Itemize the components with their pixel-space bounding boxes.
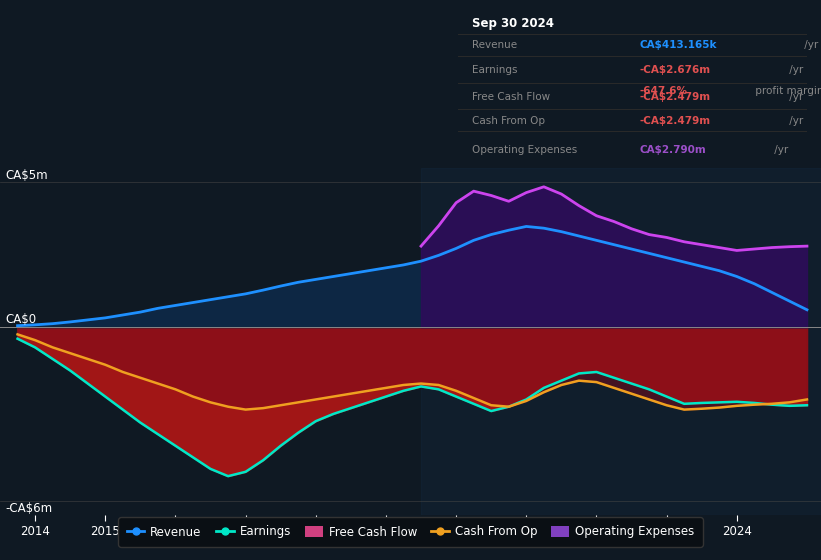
Text: -647.6%: -647.6% bbox=[640, 86, 687, 96]
Text: Earnings: Earnings bbox=[472, 66, 517, 75]
Text: Revenue: Revenue bbox=[472, 40, 517, 50]
Text: CA$5m: CA$5m bbox=[6, 170, 48, 183]
Text: profit margin: profit margin bbox=[752, 86, 821, 96]
Text: CA$0: CA$0 bbox=[6, 312, 37, 326]
Bar bbox=[421, 168, 821, 515]
Text: CA$2.790m: CA$2.790m bbox=[640, 145, 706, 155]
Text: -CA$2.479m: -CA$2.479m bbox=[640, 115, 711, 125]
Text: Sep 30 2024: Sep 30 2024 bbox=[472, 17, 554, 30]
Legend: Revenue, Earnings, Free Cash Flow, Cash From Op, Operating Expenses: Revenue, Earnings, Free Cash Flow, Cash … bbox=[118, 517, 703, 547]
Text: -CA$2.676m: -CA$2.676m bbox=[640, 66, 711, 75]
Text: CA$413.165k: CA$413.165k bbox=[640, 40, 717, 50]
Text: /yr: /yr bbox=[787, 92, 804, 101]
Text: /yr: /yr bbox=[787, 66, 804, 75]
Text: -CA$2.479m: -CA$2.479m bbox=[640, 92, 711, 101]
Text: Free Cash Flow: Free Cash Flow bbox=[472, 92, 550, 101]
Text: Cash From Op: Cash From Op bbox=[472, 115, 545, 125]
Text: -CA$6m: -CA$6m bbox=[6, 502, 53, 515]
Text: /yr: /yr bbox=[787, 115, 804, 125]
Text: /yr: /yr bbox=[772, 145, 789, 155]
Text: /yr: /yr bbox=[800, 40, 818, 50]
Text: Operating Expenses: Operating Expenses bbox=[472, 145, 577, 155]
